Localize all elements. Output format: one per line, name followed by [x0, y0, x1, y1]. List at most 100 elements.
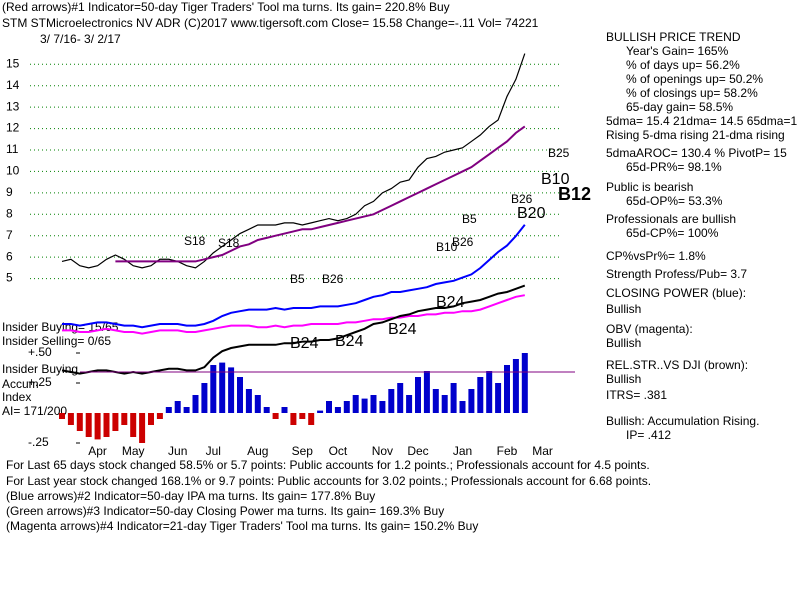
x-tick-label: Nov [372, 444, 393, 458]
y-tick-label: -.25 [28, 435, 49, 449]
left-label: Insider Buying [2, 362, 78, 376]
side-text: Professionals are bullish [606, 212, 736, 226]
accum-bar [183, 407, 190, 413]
accum-bar [388, 389, 395, 413]
series-line [61, 53, 526, 269]
accum-bar [130, 413, 137, 437]
y-tick-label: 8 [6, 206, 13, 220]
accum-bar [432, 389, 439, 413]
x-tick-label: Oct [329, 444, 348, 458]
side-text: 65d-OP%= 53.3% [626, 194, 723, 208]
side-text: IP= .412 [626, 428, 671, 442]
left-label: Accum [2, 377, 39, 391]
signal-label: B24 [290, 335, 319, 352]
y-tick-label: 12 [6, 121, 20, 135]
side-text: Strength Profess/Pub= 3.7 [606, 267, 747, 281]
side-text: ITRS= .381 [606, 388, 667, 402]
side-text: 65-day gain= 58.5% [626, 100, 733, 114]
side-text: 65d-PR%= 98.1% [626, 160, 722, 174]
accum-bar [76, 413, 83, 431]
footer-text: For Last year stock changed 168.1% or 9.… [6, 474, 651, 488]
x-tick-label: Mar [532, 444, 553, 458]
x-tick-label: Jul [206, 444, 221, 458]
accum-bar [219, 362, 226, 413]
signal-label: B24 [436, 294, 465, 311]
y-tick-label: 11 [6, 142, 19, 156]
y-tick-label: 15 [6, 56, 20, 70]
accum-bar [326, 401, 332, 413]
accum-bar [308, 413, 315, 425]
side-text: OBV (magenta): [606, 322, 693, 336]
side-text: Year's Gain= 165% [626, 44, 729, 58]
signal-label: S18 [218, 236, 240, 250]
accum-bar [370, 395, 377, 413]
accum-bar [290, 413, 297, 425]
series-line [115, 125, 526, 263]
accum-bar [254, 395, 261, 413]
x-tick-label: Dec [407, 444, 428, 458]
accum-bar [201, 383, 208, 413]
y-tick-label: 14 [6, 78, 20, 92]
accum-bar [85, 413, 92, 437]
signal-label: B20 [517, 205, 546, 222]
header-range: 3/ 7/16- 3/ 2/17 [40, 32, 121, 46]
side-text: 5dmaAROC= 130.4 % PivotP= 15 [606, 146, 787, 160]
accum-bar [139, 413, 146, 443]
footer-text: For Last 65 days stock changed 58.5% or … [6, 458, 650, 472]
y-tick-label: 13 [6, 99, 20, 113]
footer-text: (Blue arrows)#2 Indicator=50-day IPA ma … [6, 489, 375, 503]
accum-bar [423, 371, 430, 413]
accum-bar [343, 401, 350, 413]
accum-bar [59, 413, 65, 419]
accum-bar [165, 407, 172, 413]
x-tick-label: Feb [497, 444, 518, 458]
accum-bar [299, 413, 306, 419]
header-indicator: (Red arrows)#1 Indicator=50-day Tiger Tr… [2, 0, 450, 14]
signal-label: B12 [558, 184, 591, 204]
accum-bar [148, 413, 154, 425]
accum-bar [441, 395, 448, 413]
signal-label: B26 [511, 192, 533, 206]
signal-label: B5 [290, 272, 305, 286]
accum-bar [94, 413, 101, 440]
signal-label: B24 [388, 321, 417, 338]
left-label: Insider Selling= 0/65 [2, 334, 111, 348]
accum-bar [245, 389, 252, 413]
side-text: % of openings up= 50.2% [626, 72, 763, 86]
footer-text: (Magenta arrows)#4 Indicator=21-day Tige… [6, 519, 478, 533]
side-text: Bullish [606, 302, 641, 316]
side-text: Bullish [606, 336, 641, 350]
left-label: Index [2, 390, 31, 404]
signal-label: B10 [541, 171, 570, 188]
accum-bar [121, 413, 128, 425]
accum-bar [504, 365, 510, 413]
x-tick-label: May [122, 444, 145, 458]
accum-bar [486, 371, 493, 413]
accum-bar [281, 407, 288, 413]
accum-bar [495, 383, 502, 413]
side-text: BULLISH PRICE TREND [606, 30, 741, 44]
footer-text: (Green arrows)#3 Indicator=50-day Closin… [6, 504, 444, 518]
signal-label: B10 [436, 240, 458, 254]
side-text: Public is bearish [606, 180, 693, 194]
signal-label: S18 [184, 234, 206, 248]
accum-bar [361, 398, 368, 413]
x-tick-label: Aug [247, 444, 268, 458]
accum-bar [512, 359, 519, 413]
accum-bar [352, 395, 359, 413]
accum-bar [103, 413, 110, 437]
x-tick-label: Apr [88, 444, 107, 458]
side-text: 65d-CP%= 100% [626, 226, 719, 240]
accum-bar [397, 383, 404, 413]
x-tick-label: Jan [453, 444, 472, 458]
accum-bar [521, 353, 528, 413]
accum-bar [477, 377, 484, 413]
side-text: % of closings up= 58.2% [626, 86, 758, 100]
side-text: % of days up= 56.2% [626, 58, 740, 72]
signal-label: B5 [462, 212, 477, 226]
accum-bar [468, 389, 475, 413]
side-text: CLOSING POWER (blue): [606, 286, 746, 300]
y-tick-label: +.50 [28, 345, 52, 359]
